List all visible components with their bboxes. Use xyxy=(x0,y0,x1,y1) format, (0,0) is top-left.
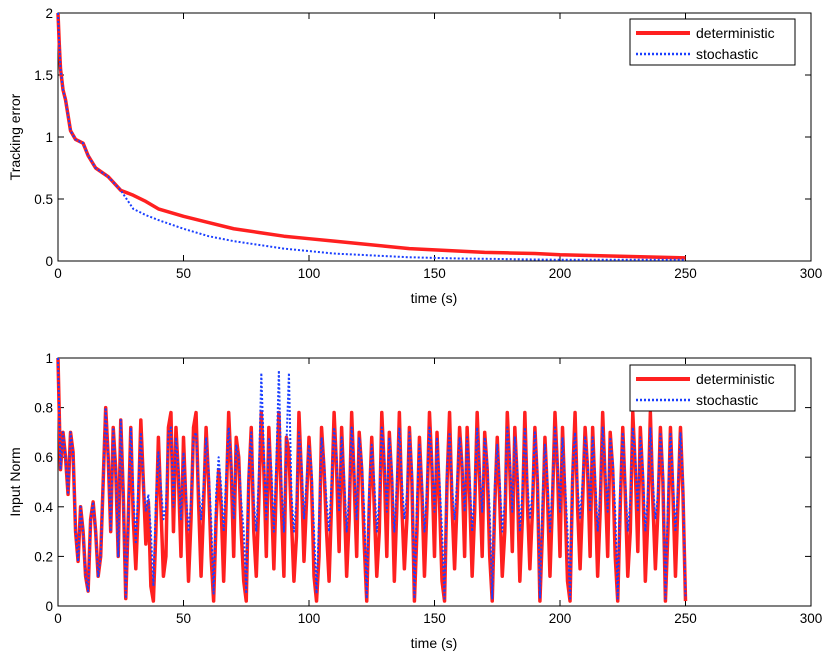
tracking-error-panel: 0 50 100 150 200 250 300 0 0.5 1 1.5 2 time (s) Tra… xyxy=(7,6,822,306)
y-tick-label: 0.6 xyxy=(34,450,53,465)
legend-deterministic-label: deterministic xyxy=(696,371,775,387)
input-norm-panel: 0 50 100 150 200 250 300 0 0.2 0.4 0.6 0.8 1 time (s… xyxy=(7,351,822,651)
y-tick-label: 2 xyxy=(45,6,53,21)
x-tick-label: 50 xyxy=(176,611,191,626)
y-tick-label: 1.5 xyxy=(34,68,53,83)
input-norm-series xyxy=(56,357,688,603)
input-norm-ticks: 0 50 100 150 200 250 300 0 0.2 0.4 0.6 0.8 1 xyxy=(34,351,822,626)
x-tick-label: 150 xyxy=(423,266,446,281)
y-tick-label: 1 xyxy=(45,351,53,366)
legend-stochastic-label: stochastic xyxy=(696,46,758,62)
x-tick-label: 200 xyxy=(549,266,572,281)
y-tick-label: 0.8 xyxy=(34,401,53,416)
y-tick-label: 0 xyxy=(45,599,53,614)
x-tick-label: 300 xyxy=(800,611,823,626)
tracking-error-xlabel: time (s) xyxy=(411,290,458,306)
y-tick-label: 1 xyxy=(45,130,53,145)
input-norm-legend-box xyxy=(629,364,796,412)
y-tick-label: 0.2 xyxy=(34,549,53,564)
input-norm-ylabel: Input Norm xyxy=(7,447,23,516)
x-tick-label: 300 xyxy=(800,266,823,281)
series-line-deterministic xyxy=(56,357,688,603)
x-tick-label: 250 xyxy=(674,266,697,281)
series-line-deterministic xyxy=(56,12,686,260)
x-tick-label: 50 xyxy=(176,266,191,281)
x-tick-label: 150 xyxy=(423,611,446,626)
tracking-error-series xyxy=(56,12,686,261)
series-line-stochastic xyxy=(57,12,686,261)
y-tick-label: 0.4 xyxy=(34,500,53,515)
legend-deterministic-label: deterministic xyxy=(696,25,775,41)
legend-stochastic-label: stochastic xyxy=(696,392,758,408)
y-tick-label: 0.5 xyxy=(34,192,53,207)
x-tick-label: 100 xyxy=(298,266,321,281)
tracking-error-ylabel: Tracking error xyxy=(7,93,23,180)
x-tick-label: 250 xyxy=(674,611,697,626)
x-tick-label: 0 xyxy=(54,611,62,626)
x-tick-label: 0 xyxy=(54,266,62,281)
input-norm-legend: deterministic stochastic xyxy=(629,364,796,412)
y-tick-label: 0 xyxy=(45,254,53,269)
x-tick-label: 200 xyxy=(549,611,572,626)
input-norm-xlabel: time (s) xyxy=(411,635,458,651)
tracking-error-legend: deterministic stochastic xyxy=(629,18,796,66)
tracking-error-ticks: 0 50 100 150 200 250 300 0 0.5 1 1.5 2 xyxy=(34,6,822,281)
x-tick-label: 100 xyxy=(298,611,321,626)
series-line-stochastic xyxy=(57,357,687,600)
tracking-error-legend-box xyxy=(629,18,796,66)
